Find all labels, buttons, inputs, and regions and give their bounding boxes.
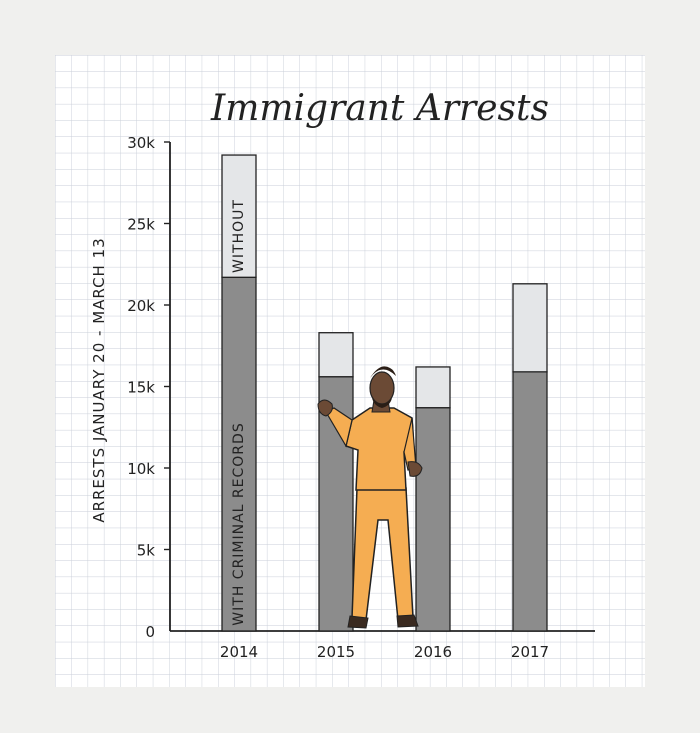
x-tick-label: 2016 xyxy=(414,643,452,661)
bar-without-2016 xyxy=(415,366,451,409)
legend-without: WITHOUT xyxy=(231,199,247,273)
y-axis-label: ARRESTS JANUARY 20 - MARCH 13 xyxy=(90,237,108,522)
chart-title: Immigrant Arrests xyxy=(210,88,549,129)
x-tick-label: 2014 xyxy=(220,643,258,661)
bars xyxy=(221,154,548,632)
y-tick-label: 30k xyxy=(127,134,155,152)
y-tick-label: 10k xyxy=(127,460,155,478)
y-tick-label: 25k xyxy=(127,216,155,234)
bar-without-2017 xyxy=(512,283,548,373)
bar-without-2015 xyxy=(318,332,354,378)
x-tick-label: 2015 xyxy=(317,643,355,661)
y-tick-label: 20k xyxy=(127,297,155,315)
bar-with-records-2017 xyxy=(512,371,548,632)
bar-without-2014 xyxy=(221,154,257,278)
y-tick-label: 15k xyxy=(127,379,155,397)
y-tick-label: 5k xyxy=(137,542,156,560)
y-tick-label: 0 xyxy=(145,623,155,641)
bar-with-records-2016 xyxy=(415,407,451,632)
y-tick-labels: 0 5k 10k 15k 20k 25k 30k xyxy=(127,134,155,641)
person-illustration xyxy=(317,366,423,629)
bar-with-records-2014 xyxy=(221,276,257,632)
x-tick-label: 2017 xyxy=(511,643,549,661)
legend-with-records: WITH CRIMINAL RECORDS xyxy=(231,422,247,625)
x-tick-labels: 2014 2015 2016 2017 xyxy=(220,643,549,661)
